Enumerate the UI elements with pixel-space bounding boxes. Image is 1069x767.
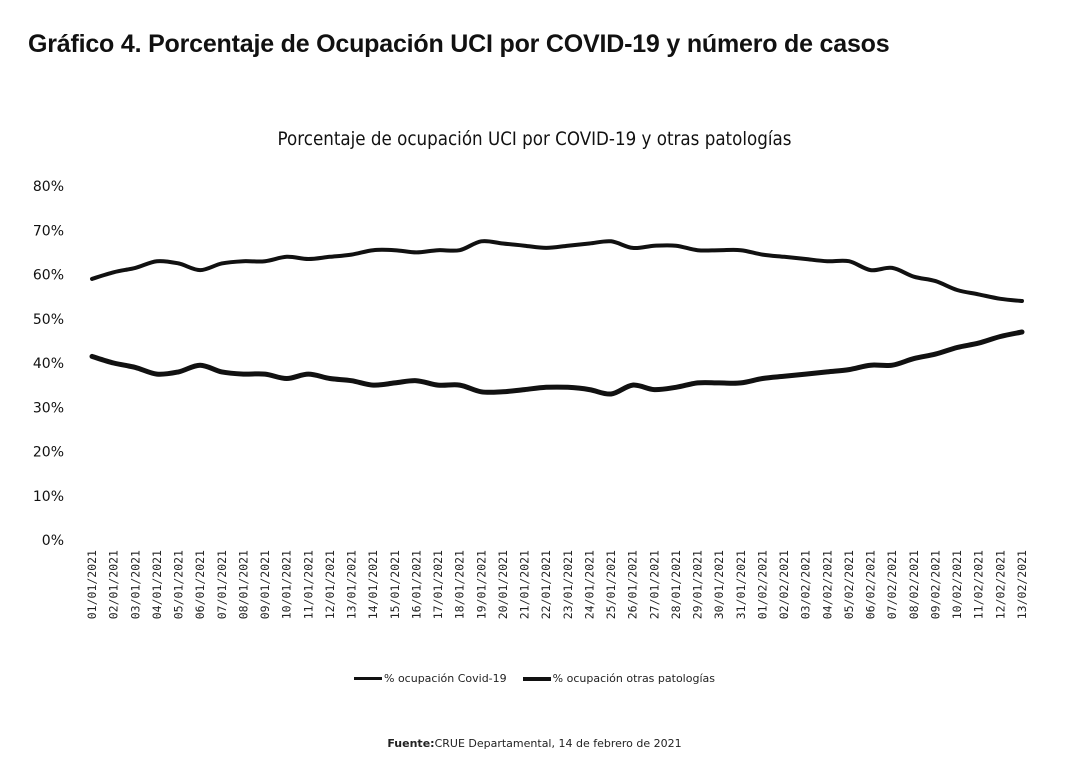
x-tick-label: 11/02/2021	[972, 550, 986, 619]
x-tick-label: 30/01/2021	[712, 550, 726, 619]
chart-title: Porcentaje de ocupación UCI por COVID-19…	[277, 128, 792, 150]
x-tick-label: 13/02/2021	[1015, 550, 1029, 619]
x-tick-label: 06/02/2021	[864, 550, 878, 619]
x-tick-label: 08/02/2021	[907, 550, 921, 619]
x-tick-label: 23/01/2021	[561, 550, 575, 619]
y-tick-label: 70%	[33, 223, 64, 239]
x-tick-label: 22/01/2021	[539, 550, 553, 619]
x-tick-label: 18/01/2021	[453, 550, 467, 619]
x-tick-label: 07/01/2021	[215, 550, 229, 619]
x-tick-label: 02/01/2021	[107, 550, 121, 619]
legend-item-covid: % ocupación Covid-19	[354, 672, 507, 685]
x-tick-label: 21/01/2021	[518, 550, 532, 619]
x-tick-label: 28/01/2021	[669, 550, 683, 619]
legend-item-otras: % ocupación otras patologías	[522, 672, 715, 685]
x-tick-label: 04/02/2021	[820, 550, 834, 619]
x-tick-label: 01/02/2021	[755, 550, 769, 619]
x-tick-label: 06/01/2021	[193, 550, 207, 619]
x-tick-label: 13/01/2021	[345, 550, 359, 619]
x-tick-label: 26/01/2021	[626, 550, 640, 619]
x-tick-label: 07/02/2021	[885, 550, 899, 619]
x-tick-label: 16/01/2021	[409, 550, 423, 619]
y-tick-label: 30%	[33, 400, 64, 416]
x-tick-label: 02/02/2021	[777, 550, 791, 619]
y-tick-label: 50%	[33, 312, 64, 328]
x-tick-label: 20/01/2021	[496, 550, 510, 619]
series-layer	[89, 239, 1025, 397]
x-tick-label: 11/01/2021	[301, 550, 315, 619]
x-tick-label: 05/01/2021	[172, 550, 186, 619]
x-tick-label: 12/02/2021	[993, 550, 1007, 619]
y-tick-label: 40%	[33, 356, 64, 372]
x-tick-label: 19/01/2021	[474, 550, 488, 619]
x-tick-label: 31/01/2021	[734, 550, 748, 619]
y-tick-label: 20%	[33, 445, 64, 461]
x-tick-label: 03/02/2021	[799, 550, 813, 619]
x-tick-label: 15/01/2021	[388, 550, 402, 619]
x-tick-label: 04/01/2021	[150, 550, 164, 619]
y-tick-label: 10%	[33, 489, 64, 505]
source-text: CRUE Departamental, 14 de febrero de 202…	[434, 737, 682, 750]
page-title: Gráfico 4. Porcentaje de Ocupación UCI p…	[28, 30, 890, 58]
legend-swatch-otras	[522, 676, 551, 681]
x-tick-label: 03/01/2021	[128, 550, 142, 619]
x-tick-label: 14/01/2021	[366, 550, 380, 619]
x-tick-label: 24/01/2021	[582, 550, 596, 619]
x-tick-label: 12/01/2021	[323, 550, 337, 619]
y-tick-label: 60%	[33, 268, 64, 284]
x-tick-label: 01/01/2021	[85, 550, 99, 619]
x-tick-label: 17/01/2021	[431, 550, 445, 619]
y-tick-label: 0%	[42, 533, 64, 549]
x-tick-label: 09/01/2021	[258, 550, 272, 619]
source-note: Fuente:CRUE Departamental, 14 de febrero…	[0, 737, 1069, 750]
x-tick-label: 29/01/2021	[691, 550, 705, 619]
x-tick-label: 10/01/2021	[280, 550, 294, 619]
legend-label-covid: % ocupación Covid-19	[384, 672, 507, 685]
series-line-otras	[89, 329, 1025, 397]
series-line-covid	[90, 239, 1024, 303]
legend-swatch-covid	[354, 677, 382, 680]
y-axis: 0% 10% 20% 30% 40% 50% 60% 70% 80%	[33, 179, 64, 549]
legend: % ocupación Covid-19 % ocupación otras p…	[0, 672, 1069, 685]
y-tick-label: 80%	[33, 179, 64, 195]
x-tick-label: 08/01/2021	[236, 550, 250, 619]
legend-label-otras: % ocupación otras patologías	[552, 672, 715, 685]
x-tick-label: 25/01/2021	[604, 550, 618, 619]
x-tick-label: 09/02/2021	[928, 550, 942, 619]
x-axis: 01/01/2021 02/01/2021 03/01/2021 04/01/2021…	[85, 550, 1029, 619]
x-tick-label: 05/02/2021	[842, 550, 856, 619]
source-label: Fuente:	[387, 737, 435, 750]
x-tick-label: 10/02/2021	[950, 550, 964, 619]
x-tick-label: 27/01/2021	[647, 550, 661, 619]
